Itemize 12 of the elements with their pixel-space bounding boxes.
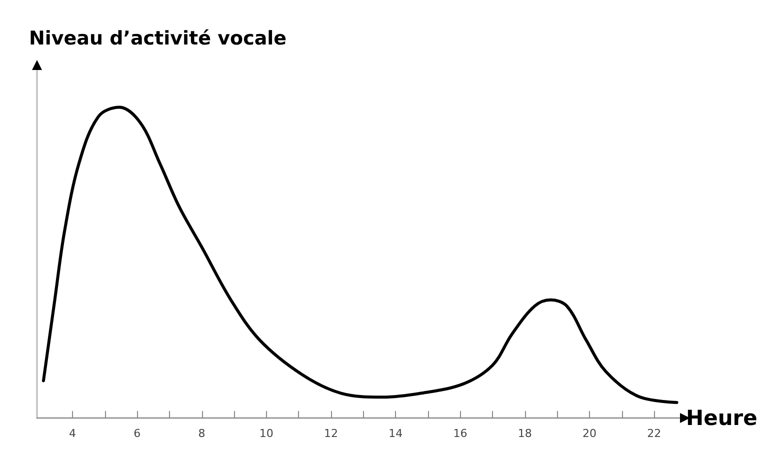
x-tick-label: 20 <box>582 427 597 440</box>
x-axis-title: Heure <box>686 406 758 430</box>
x-tick-label: 4 <box>69 427 76 440</box>
x-tick-label: 18 <box>518 427 532 440</box>
x-tick-label: 10 <box>259 427 274 440</box>
x-tick-label: 12 <box>324 427 338 440</box>
x-tick-label: 14 <box>388 427 403 440</box>
x-tick-label: 6 <box>134 427 141 440</box>
x-tick-label: 8 <box>198 427 206 440</box>
x-tick-label: 22 <box>647 427 662 440</box>
x-tick-label: 16 <box>453 427 468 440</box>
y-axis-title: Niveau d’activité vocale <box>29 28 287 50</box>
